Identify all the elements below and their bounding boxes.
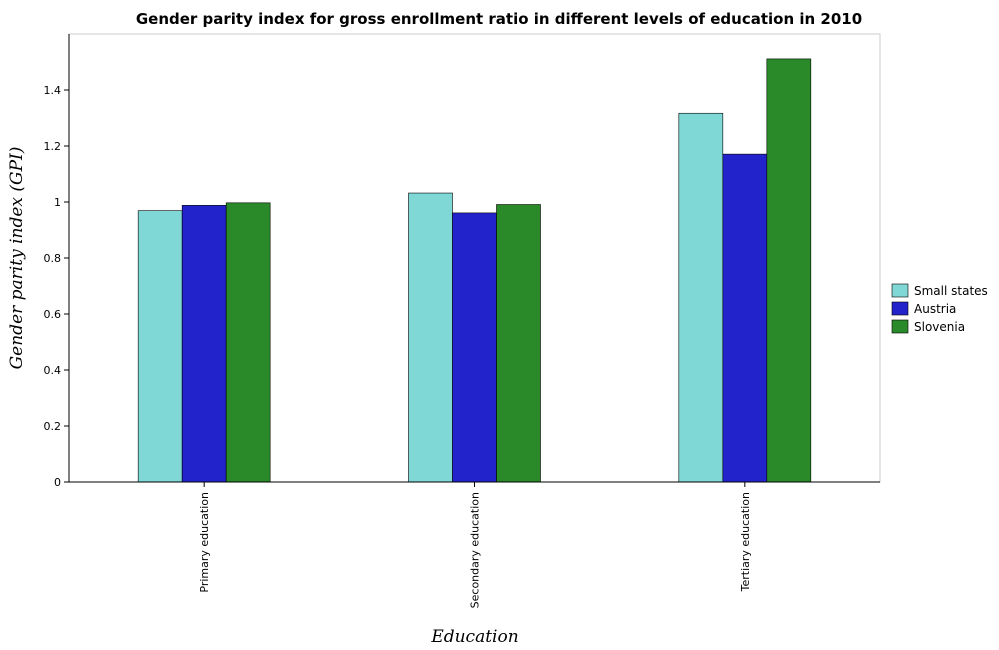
bar-slovenia-1 (225, 202, 271, 483)
bar-small-states-2 (408, 192, 453, 483)
y-tick-label: 0 (54, 476, 61, 489)
x-axis-title: Education (430, 627, 518, 647)
legend-label: Austria (914, 302, 956, 316)
bar-slovenia-2 (496, 204, 541, 483)
y-tick-label: 1 (54, 196, 61, 209)
legend-swatch (891, 283, 909, 298)
bar-austria-3 (722, 153, 768, 483)
legend-swatch (891, 301, 909, 316)
y-tick-label: 1.2 (44, 140, 62, 153)
bar-slovenia-3 (766, 58, 812, 483)
bar-small-states-1 (137, 210, 183, 483)
y-tick-label: 1.4 (44, 84, 62, 97)
x-axis: Primary education Secondary education Tert… (69, 481, 880, 608)
y-tick-label: 0.2 (44, 420, 62, 433)
x-tick-label: Tertiary education (739, 492, 752, 592)
x-tick-label: Primary education (198, 492, 211, 593)
legend: Small states Austria Slovenia (891, 283, 988, 334)
legend-label: Small states (914, 284, 988, 298)
y-tick-label: 0.8 (44, 252, 62, 265)
legend-swatch (891, 319, 909, 334)
bar-small-states-3 (678, 112, 724, 483)
y-axis-title: Gender parity index (GPI) (7, 147, 27, 370)
y-axis: 0 0.2 0.4 0.6 0.8 1 1.2 1.4 (44, 34, 70, 489)
bar-austria-1 (181, 205, 227, 483)
y-tick-label: 0.4 (44, 364, 62, 377)
y-tick-label: 0.6 (44, 308, 62, 321)
bar-austria-2 (452, 212, 497, 483)
x-tick-label: Secondary education (469, 492, 482, 608)
chart-title: Gender parity index for gross enrollment… (136, 10, 862, 28)
legend-label: Slovenia (914, 320, 965, 334)
bars-group (137, 58, 812, 483)
